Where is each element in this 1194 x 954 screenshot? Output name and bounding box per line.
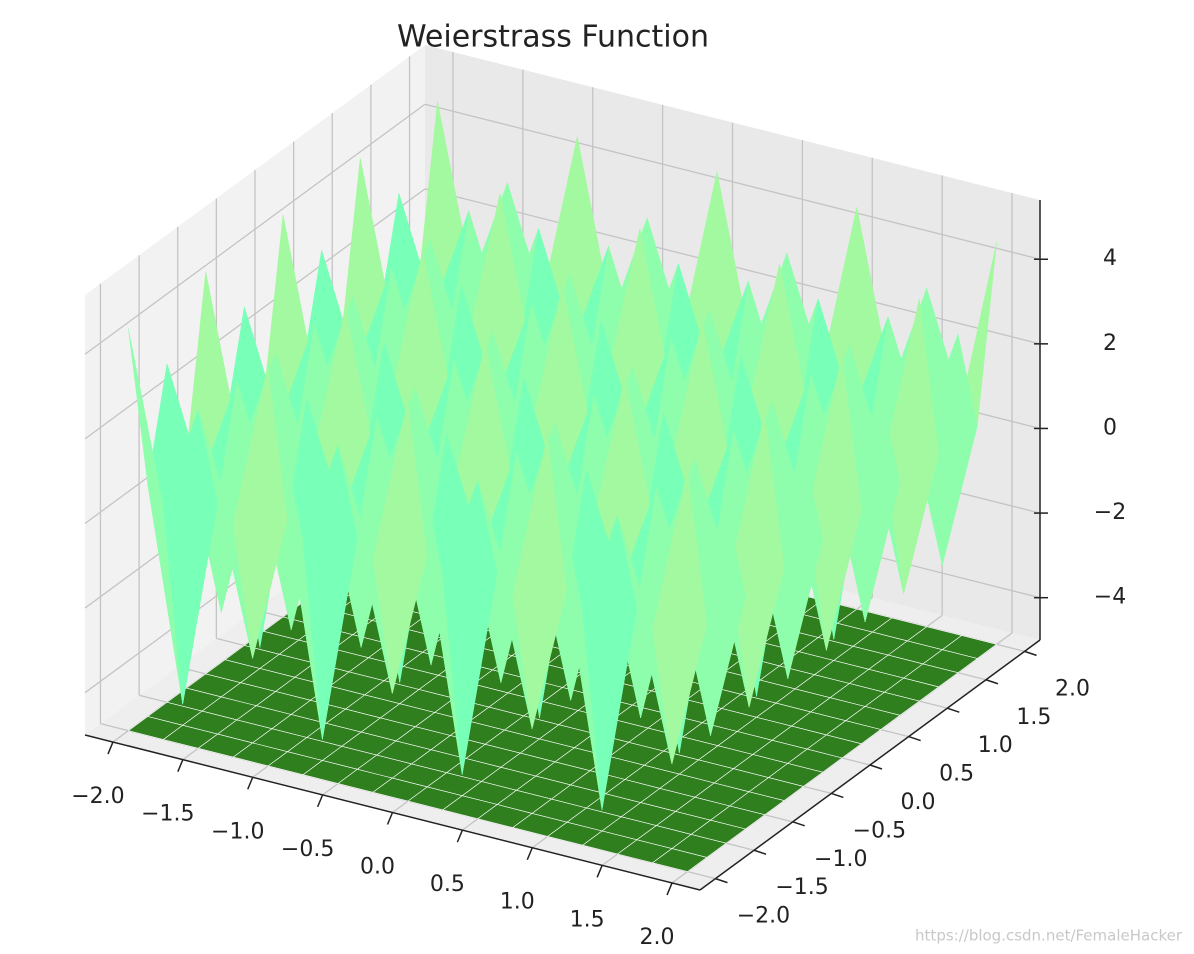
y-tick <box>1024 650 1037 657</box>
x-tick-label: 0.5 <box>430 872 465 897</box>
x-tick <box>666 882 673 896</box>
y-tick <box>908 735 921 742</box>
x-tick <box>596 865 603 878</box>
y-tick-label: 1.5 <box>1016 705 1051 730</box>
x-tick-label: 2.0 <box>640 925 675 950</box>
watermark: https://blog.csdn.net/FemaleHacker <box>915 927 1183 945</box>
y-tick-label: 0.0 <box>901 790 936 815</box>
z-tick-label: 4 <box>1103 246 1117 271</box>
x-tick <box>316 794 324 808</box>
y-tick <box>869 764 883 770</box>
grid-line <box>424 103 1041 260</box>
x-tick-label: −1.5 <box>141 802 194 827</box>
x-tick-label: −0.5 <box>281 837 334 862</box>
z-tick-label: 2 <box>1103 331 1117 356</box>
x-tick <box>386 812 394 825</box>
z-tick-label: −4 <box>1094 585 1126 610</box>
x-tick-label: 1.5 <box>570 907 605 932</box>
y-tick-label: 1.0 <box>978 733 1013 758</box>
x-tick <box>526 847 533 861</box>
surface-cell <box>652 469 708 765</box>
x-tick <box>456 829 464 843</box>
y-tick-label: −2.0 <box>737 904 790 929</box>
y-tick <box>947 707 960 713</box>
y-tick <box>985 679 999 685</box>
y-tick <box>715 877 728 884</box>
y-tick <box>753 849 767 855</box>
x-tick <box>107 741 114 755</box>
y-tick-label: −1.5 <box>775 875 828 900</box>
z-tick-label: −2 <box>1094 500 1126 525</box>
y-tick-label: 0.5 <box>939 762 974 787</box>
floor-contour <box>651 848 708 872</box>
x-tick-label: −2.0 <box>71 784 124 809</box>
grid-line <box>84 103 426 355</box>
y-tick <box>831 792 844 799</box>
y-tick-label: 2.0 <box>1055 676 1090 701</box>
x-tick <box>177 759 184 772</box>
y-tick-label: −0.5 <box>853 818 906 843</box>
chart-title: Weierstrass Function <box>397 20 709 55</box>
x-tick-label: −1.0 <box>211 819 264 844</box>
y-tick <box>792 821 805 827</box>
z-tick-label: 0 <box>1103 415 1117 440</box>
x-tick-label: 1.0 <box>500 890 535 915</box>
x-tick-label: 0.0 <box>360 855 395 880</box>
x-tick <box>247 776 254 790</box>
y-tick-label: −1.0 <box>814 847 867 872</box>
